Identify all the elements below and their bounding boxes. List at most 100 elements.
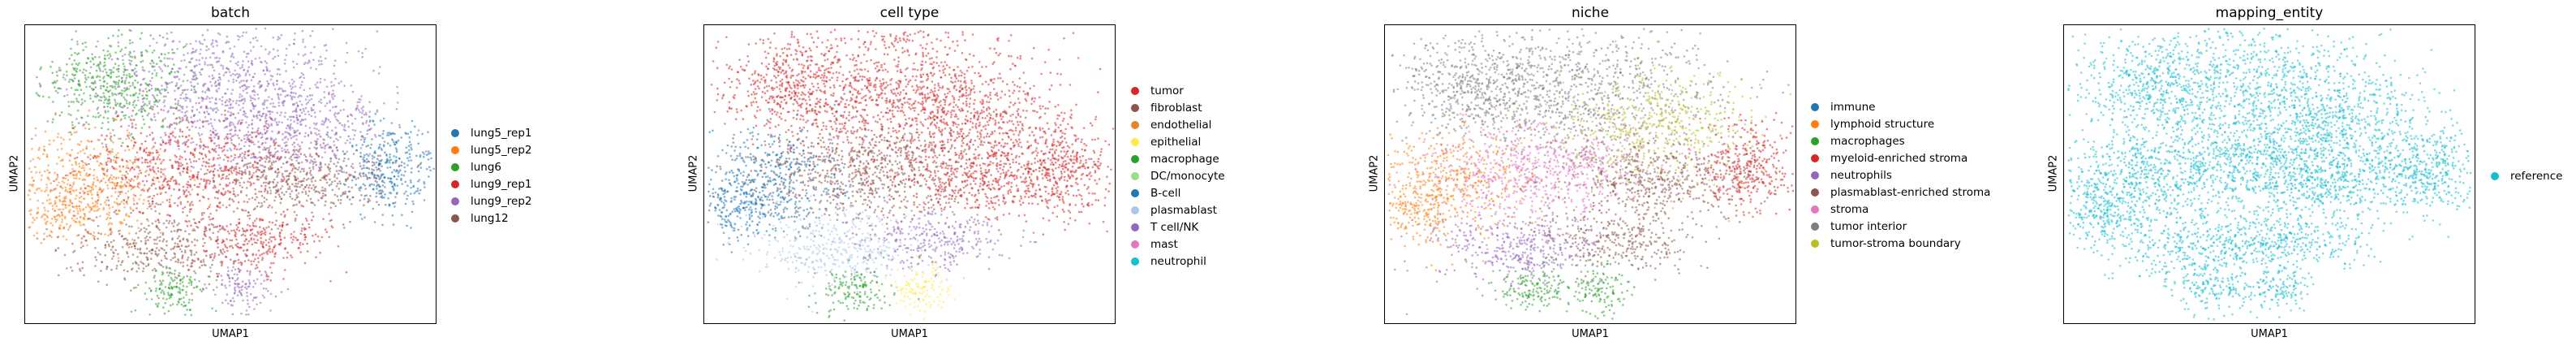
legend-marker bbox=[1131, 205, 1139, 214]
legend-label: plasmablast bbox=[1150, 203, 1217, 217]
legend-marker bbox=[1131, 103, 1139, 112]
legend-item: neutrophils bbox=[1811, 166, 1990, 184]
legend-marker bbox=[1811, 205, 1819, 214]
chart-legend: reference bbox=[2491, 167, 2562, 184]
legend-item: reference bbox=[2491, 167, 2562, 184]
y-axis-label: UMAP2 bbox=[1368, 154, 1381, 192]
legend-marker bbox=[1131, 137, 1139, 146]
scatter-plot bbox=[27, 27, 435, 317]
point-cloud bbox=[2067, 28, 2472, 321]
legend-marker bbox=[451, 145, 459, 154]
legend-marker bbox=[1811, 171, 1819, 179]
chart-title: niche bbox=[1571, 5, 1610, 21]
legend-marker bbox=[1811, 239, 1819, 248]
legend-marker bbox=[1131, 257, 1139, 266]
chart-panel-mapping-entity: mapping_entity UMAP1 UMAP2 reference bbox=[2040, 0, 2576, 350]
plot-area bbox=[24, 24, 437, 324]
legend-item: lung9_rep2 bbox=[451, 192, 532, 210]
legend-item: fibroblast bbox=[1131, 99, 1225, 116]
x-axis-label: UMAP1 bbox=[2251, 328, 2288, 340]
legend-item: endothelial bbox=[1131, 116, 1225, 133]
legend-item: lung5_rep1 bbox=[451, 124, 532, 141]
legend-item: lung5_rep2 bbox=[451, 141, 532, 158]
legend-marker bbox=[1131, 120, 1139, 129]
legend-item: plasmablast bbox=[1131, 201, 1225, 218]
x-axis-label: UMAP1 bbox=[891, 328, 928, 340]
y-axis-label: UMAP2 bbox=[2047, 154, 2060, 192]
legend-label: epithelial bbox=[1150, 135, 1202, 149]
legend-label: lung12 bbox=[471, 211, 509, 225]
legend-item: immune bbox=[1811, 98, 1990, 115]
legend-marker bbox=[1131, 188, 1139, 197]
legend-label: macrophage bbox=[1150, 152, 1219, 166]
legend-label: neutrophils bbox=[1830, 168, 1892, 182]
legend-item: macrophages bbox=[1811, 132, 1990, 149]
chart-legend: lung5_rep1 lung5_rep2 lung6 lung9_rep1 lung9… bbox=[451, 124, 532, 227]
legend-label: T cell/NK bbox=[1150, 220, 1199, 234]
point-cloud bbox=[1387, 28, 1795, 320]
legend-label: plasmablast-enriched stroma bbox=[1830, 185, 1991, 199]
chart-panel-batch: batch UMAP1 UMAP2 lung5_rep1 lung5_rep2 lu… bbox=[0, 0, 641, 350]
chart-title: cell type bbox=[879, 5, 940, 21]
legend-item: macrophage bbox=[1131, 150, 1225, 167]
legend-label: stroma bbox=[1830, 202, 1869, 216]
legend-label: reference bbox=[2510, 169, 2563, 183]
legend-label: fibroblast bbox=[1150, 101, 1202, 115]
legend-label: tumor-stroma boundary bbox=[1830, 236, 1961, 250]
legend-label: tumor bbox=[1150, 84, 1184, 97]
scatter-plot bbox=[707, 28, 1115, 322]
x-axis-label: UMAP1 bbox=[212, 328, 249, 340]
legend-item: stroma bbox=[1811, 201, 1990, 218]
legend-label: macrophages bbox=[1830, 134, 1905, 148]
legend-item: tumor bbox=[1131, 82, 1225, 99]
legend-item: DC/monocyte bbox=[1131, 167, 1225, 184]
legend-marker bbox=[1811, 136, 1819, 145]
legend-label: lung9_rep1 bbox=[471, 177, 532, 191]
scatter-plot bbox=[1387, 28, 1795, 320]
point-cloud bbox=[707, 28, 1115, 322]
legend-item: mast bbox=[1131, 235, 1225, 253]
legend-marker bbox=[451, 179, 459, 188]
legend-label: B-cell bbox=[1150, 186, 1181, 200]
legend-item: B-cell bbox=[1131, 184, 1225, 201]
legend-marker bbox=[451, 162, 459, 171]
legend-item: lymphoid structure bbox=[1811, 115, 1990, 132]
legend-marker bbox=[1131, 86, 1139, 95]
chart-title: mapping_entity bbox=[2215, 5, 2324, 21]
legend-marker bbox=[451, 128, 459, 137]
legend-marker bbox=[1811, 222, 1819, 231]
legend-item: neutrophil bbox=[1131, 253, 1225, 270]
point-cloud bbox=[27, 27, 435, 317]
legend-item: plasmablast-enriched stroma bbox=[1811, 184, 1990, 201]
chart-legend: immune lymphoid structure macrophages myelo… bbox=[1811, 98, 1990, 252]
chart-title: batch bbox=[211, 5, 250, 21]
legend-marker bbox=[1811, 188, 1819, 197]
legend-marker bbox=[1131, 223, 1139, 231]
legend-item: T cell/NK bbox=[1131, 218, 1225, 235]
legend-marker bbox=[1811, 119, 1819, 128]
legend-item: tumor-stroma boundary bbox=[1811, 235, 1990, 252]
legend-item: epithelial bbox=[1131, 133, 1225, 150]
chart-panel-niche: niche UMAP1 UMAP2 immune lymphoid structu… bbox=[1360, 0, 2001, 350]
legend-marker bbox=[1811, 153, 1819, 162]
legend-label: lung9_rep2 bbox=[471, 194, 532, 208]
legend-label: immune bbox=[1830, 100, 1876, 114]
legend-label: myeloid-enriched stroma bbox=[1830, 151, 1968, 165]
legend-label: lymphoid structure bbox=[1830, 117, 1935, 131]
plot-area bbox=[703, 24, 1116, 324]
legend-label: mast bbox=[1150, 237, 1178, 251]
legend-marker bbox=[1131, 154, 1139, 163]
legend-marker bbox=[1131, 240, 1139, 248]
legend-label: lung5_rep1 bbox=[471, 126, 532, 140]
chart-panel-cell-type: cell type UMAP1 UMAP2 tumor fibroblast end… bbox=[680, 0, 1321, 350]
legend-marker bbox=[1811, 102, 1819, 111]
legend-label: lung6 bbox=[471, 160, 502, 174]
legend-item: lung9_rep1 bbox=[451, 175, 532, 192]
legend-item: lung12 bbox=[451, 210, 532, 227]
legend-label: tumor interior bbox=[1830, 219, 1907, 233]
legend-label: neutrophil bbox=[1150, 254, 1206, 268]
plot-area bbox=[2063, 24, 2475, 324]
legend-marker bbox=[2491, 171, 2499, 180]
legend-label: lung5_rep2 bbox=[471, 143, 532, 157]
plot-area bbox=[1384, 24, 1796, 324]
